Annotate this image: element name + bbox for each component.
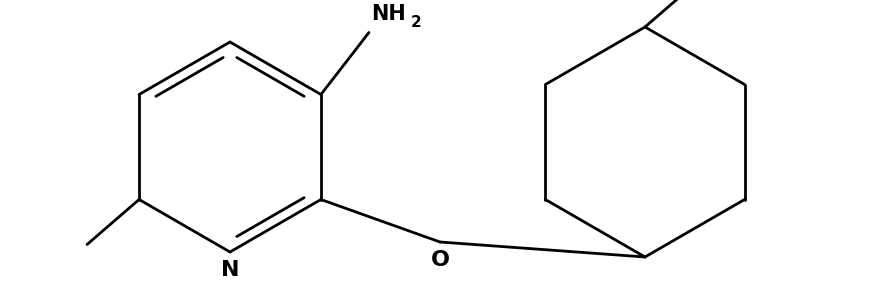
Text: NH: NH xyxy=(371,5,406,24)
Text: 2: 2 xyxy=(411,15,422,30)
Text: N: N xyxy=(221,260,240,280)
Text: O: O xyxy=(431,250,449,270)
